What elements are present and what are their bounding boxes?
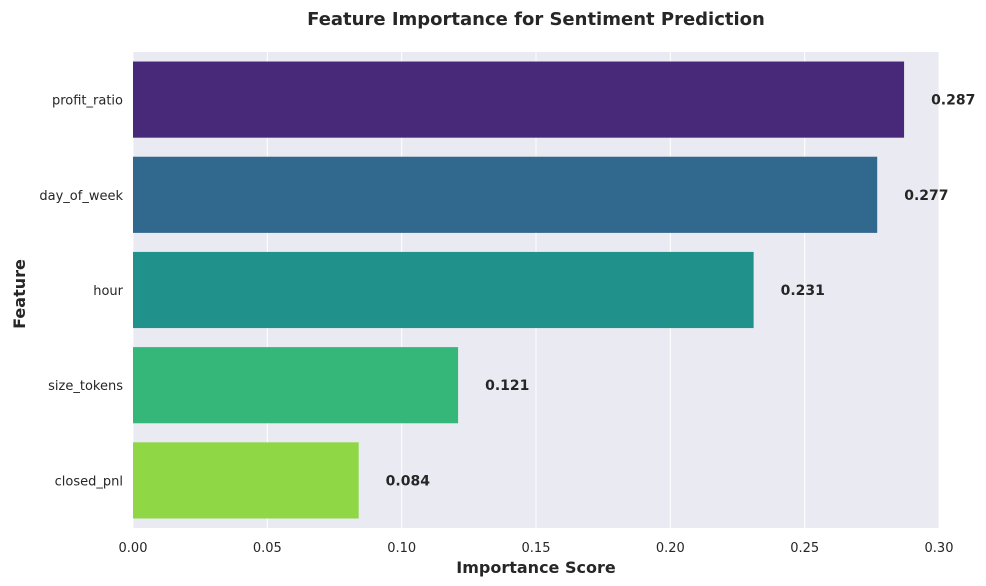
y-tick-label: closed_pnl bbox=[55, 474, 123, 489]
x-tick-labels: 0.00 0.05 0.10 0.15 0.20 0.25 0.30 bbox=[119, 541, 954, 556]
data-labels: 0.287 0.277 0.231 0.121 0.084 bbox=[386, 93, 976, 490]
y-axis-label: Feature bbox=[10, 259, 29, 329]
bar-value-label: 0.277 bbox=[904, 188, 948, 204]
x-tick-label: 0.30 bbox=[925, 541, 954, 556]
bar-value-label: 0.287 bbox=[931, 93, 975, 109]
x-tick-label: 0.05 bbox=[253, 541, 282, 556]
bar-value-label: 0.121 bbox=[485, 378, 529, 394]
bar bbox=[133, 156, 878, 233]
bar-value-label: 0.231 bbox=[781, 283, 825, 299]
x-tick-label: 0.25 bbox=[790, 541, 819, 556]
y-tick-label: day_of_week bbox=[39, 189, 123, 204]
bar bbox=[133, 61, 905, 138]
y-tick-label: profit_ratio bbox=[52, 94, 123, 109]
bars bbox=[133, 61, 905, 519]
chart-title: Feature Importance for Sentiment Predict… bbox=[307, 9, 765, 30]
x-axis-label: Importance Score bbox=[456, 558, 616, 577]
bar bbox=[133, 347, 459, 424]
x-tick-label: 0.20 bbox=[656, 541, 685, 556]
y-tick-label: size_tokens bbox=[48, 379, 123, 394]
x-tick-label: 0.00 bbox=[119, 541, 148, 556]
y-tick-label: hour bbox=[93, 284, 123, 299]
x-tick-label: 0.10 bbox=[387, 541, 416, 556]
x-tick-label: 0.15 bbox=[522, 541, 551, 556]
bar bbox=[133, 251, 754, 329]
bar bbox=[133, 442, 359, 519]
bar-value-label: 0.084 bbox=[386, 473, 431, 489]
